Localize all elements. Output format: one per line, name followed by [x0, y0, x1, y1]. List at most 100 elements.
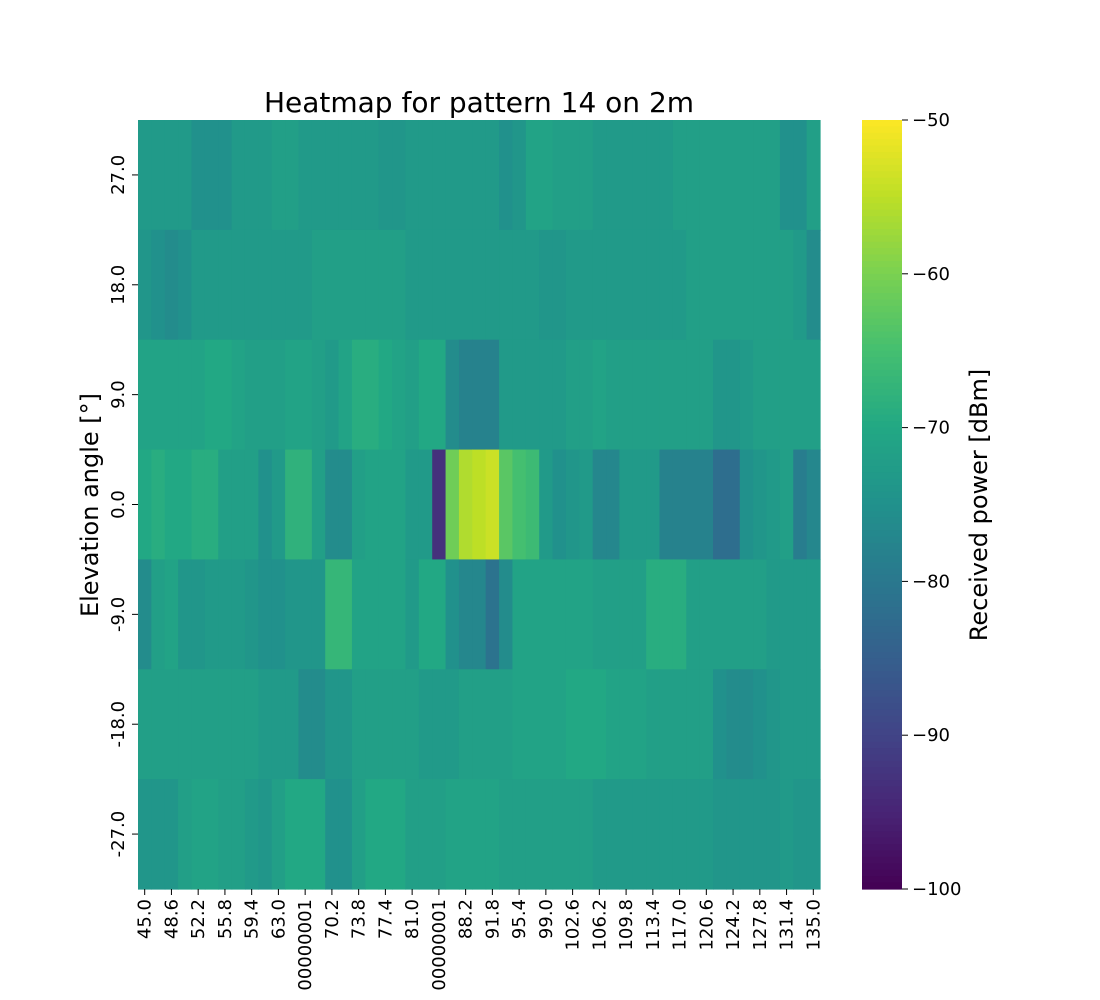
colorbar-segment	[862, 209, 902, 217]
heatmap-cell	[351, 339, 366, 451]
heatmap-cell	[271, 779, 286, 890]
heatmap-cell	[485, 669, 500, 780]
y-axis-label: Elevation angle [°]	[76, 393, 104, 617]
heatmap-cell	[779, 449, 794, 561]
heatmap-cell	[164, 559, 179, 670]
heatmap-cell	[365, 669, 380, 780]
heatmap-cell	[499, 120, 514, 231]
colorbar-segment	[862, 510, 902, 518]
colorbar-segment	[862, 850, 902, 858]
colorbar-segment	[862, 190, 902, 198]
heatmap-cell	[298, 559, 313, 670]
x-tick-label: 00000001	[429, 899, 450, 991]
heatmap-cell	[632, 779, 647, 890]
colorbar-segment	[862, 363, 902, 371]
colorbar-segment	[862, 222, 902, 230]
heatmap-cell	[258, 339, 273, 451]
heatmap-cell	[472, 779, 487, 890]
colorbar-segment	[862, 549, 902, 557]
colorbar-segment	[862, 414, 902, 422]
heatmap-cell	[432, 779, 447, 890]
heatmap-cell	[458, 339, 473, 451]
colorbar-segment	[862, 305, 902, 313]
colorbar-segment	[862, 607, 902, 615]
heatmap-cell	[525, 229, 540, 341]
colorbar-segment	[862, 408, 902, 416]
heatmap-cell	[244, 339, 259, 451]
heatmap-cell	[472, 669, 487, 780]
heatmap-cell	[606, 229, 621, 341]
colorbar-segment	[862, 818, 902, 826]
heatmap-cell	[686, 559, 701, 670]
heatmap-cell	[499, 339, 514, 451]
heatmap-cell	[619, 779, 634, 890]
heatmap-cell	[285, 779, 300, 890]
heatmap-cell	[552, 449, 567, 561]
heatmap-cell	[539, 669, 554, 780]
x-axis-ticks: 45.0 48.6 52.2 55.8 59.4 63.0 00000001 70.2 73.8…	[135, 889, 824, 991]
heatmap-cell	[472, 229, 487, 341]
colorbar-segment	[862, 126, 902, 134]
colorbar-segment	[862, 132, 902, 140]
heatmap-cell	[325, 669, 340, 780]
heatmap-cell	[338, 120, 353, 231]
heatmap-cell	[539, 120, 554, 231]
heatmap-cell	[565, 779, 580, 890]
heatmap-cell	[164, 449, 179, 561]
heatmap-cell	[432, 669, 447, 780]
heatmap-cell	[672, 559, 687, 670]
colorbar-segment	[862, 568, 902, 576]
x-tick-label: 73.8	[349, 899, 370, 939]
heatmap-cell	[499, 449, 514, 561]
x-tick-label: 91.8	[482, 899, 503, 939]
colorbar-segment	[862, 184, 902, 192]
heatmap-cell	[151, 229, 166, 341]
heatmap-cell	[686, 449, 701, 561]
heatmap-cell	[659, 669, 674, 780]
heatmap-cell	[565, 339, 580, 451]
heatmap-cell	[458, 669, 473, 780]
heatmap-cell	[606, 779, 621, 890]
heatmap-cell	[619, 669, 634, 780]
heatmap-cell	[592, 449, 607, 561]
heatmap-cell	[726, 339, 741, 451]
x-tick-label: 48.6	[161, 899, 182, 939]
heatmap-cell	[445, 779, 460, 890]
heatmap-cell	[445, 339, 460, 451]
heatmap-cell	[565, 669, 580, 780]
colorbar-segment	[862, 171, 902, 179]
heatmap-cell	[244, 229, 259, 341]
heatmap-cell	[392, 339, 407, 451]
heatmap-cell	[392, 449, 407, 561]
colorbar-tick-label: −50	[912, 110, 950, 131]
heatmap-cell	[231, 449, 246, 561]
colorbar-segment	[862, 318, 902, 326]
heatmap-cell	[699, 449, 714, 561]
x-tick-label: 63.0	[268, 899, 289, 939]
heatmap-cell	[793, 120, 808, 231]
heatmap-cell	[445, 449, 460, 561]
heatmap-cell	[445, 120, 460, 231]
heatmap-cell	[285, 339, 300, 451]
heatmap-cell	[378, 669, 393, 780]
heatmap-cell	[178, 669, 193, 780]
heatmap-cell	[218, 559, 233, 670]
heatmap-cell	[619, 120, 634, 231]
heatmap-cell	[405, 339, 420, 451]
heatmap-cell	[405, 779, 420, 890]
heatmap-cell	[392, 779, 407, 890]
heatmap-cell	[432, 339, 447, 451]
heatmap-cell	[539, 559, 554, 670]
colorbar-segment	[862, 690, 902, 698]
colorbar-segment	[862, 754, 902, 762]
heatmap-cell	[793, 339, 808, 451]
heatmap-cell	[311, 559, 326, 670]
heatmap-cell	[806, 559, 821, 670]
heatmap-cell	[579, 449, 594, 561]
heatmap-cell	[565, 449, 580, 561]
heatmap-cell	[646, 559, 661, 670]
heatmap-cell	[204, 229, 219, 341]
heatmap-cell	[338, 229, 353, 341]
colorbar-tick-label: −100	[912, 879, 961, 900]
colorbar-segment	[862, 594, 902, 602]
